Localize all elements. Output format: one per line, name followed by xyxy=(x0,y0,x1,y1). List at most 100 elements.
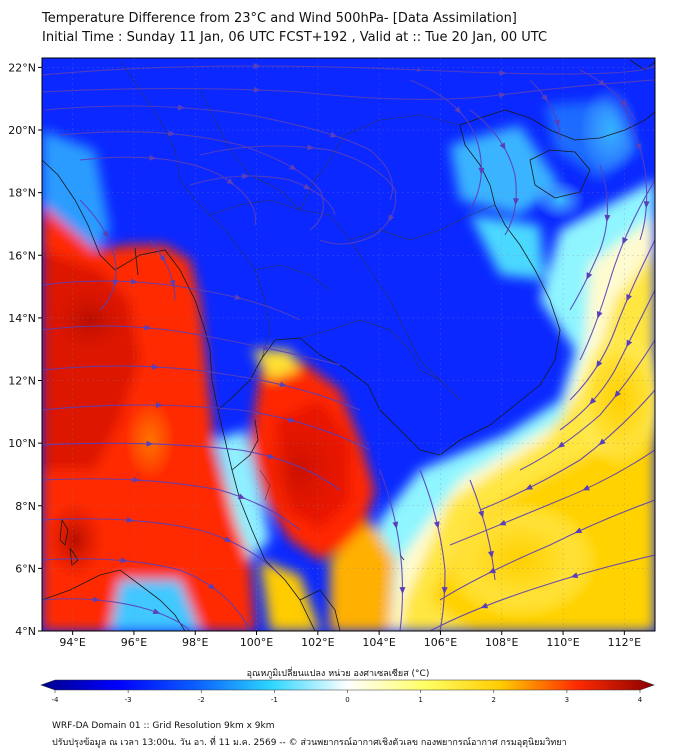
wind-arrow-head xyxy=(126,517,134,524)
colorbar-tick-label: -3 xyxy=(125,696,132,704)
wind-arrow-head xyxy=(242,173,250,180)
wind-arrow-head xyxy=(267,453,276,459)
colorbar-gradient xyxy=(40,679,655,691)
wind-arrow-head xyxy=(498,519,507,526)
wind-arrow-head xyxy=(208,582,216,590)
colorbar-tick-label: 0 xyxy=(345,696,349,704)
wind-arrow-head xyxy=(441,586,448,595)
colorbar-tick-label: -4 xyxy=(52,696,60,704)
lat-tick-label: 14°N xyxy=(8,312,36,325)
wind-arrow-head xyxy=(120,557,128,564)
wind-arrow-head xyxy=(159,254,166,263)
wind-arrow-head xyxy=(144,324,152,331)
wind-arrow-head xyxy=(620,99,628,108)
wind-arrow-head xyxy=(156,402,164,409)
wind-arrow-head xyxy=(226,178,234,185)
wind-arrow-head xyxy=(525,484,533,490)
lat-tick-label: 4°N xyxy=(15,625,36,638)
wind-arrow-head xyxy=(289,163,297,171)
lon-tick-label: 96°E xyxy=(121,636,147,649)
wind-arrow-head xyxy=(553,119,560,127)
latitude-axis: 22°N 20°N 18°N 16°N 14°N 12°N 10°N 8°N 6°N 4°N xyxy=(8,61,42,638)
map-frame xyxy=(41,57,656,632)
wind-arrow-head xyxy=(626,339,633,348)
wind-arrow-head xyxy=(541,94,548,102)
wind-arrow-head xyxy=(557,441,566,448)
longitude-axis: 94°E 96°E 98°E 100°E 102°E 104°E 106°E 108°E 110… xyxy=(59,631,641,649)
lon-tick-label: 102°E xyxy=(301,636,334,649)
wind-arrow-head xyxy=(303,183,311,190)
wind-streamlines xyxy=(42,64,655,631)
wind-arrow-head xyxy=(253,86,261,93)
wind-arrow-head xyxy=(586,272,593,280)
wind-arrow-head xyxy=(582,484,590,491)
colorbar-tick-label: 4 xyxy=(638,696,643,704)
wind-arrow-head xyxy=(224,536,232,542)
wind-arrow-head xyxy=(589,397,597,405)
colorbar-ticks: -4 -3 -2 -1 0 1 2 3 4 xyxy=(52,690,643,704)
lat-tick-label: 16°N xyxy=(8,249,36,262)
wind-arrow-head xyxy=(513,197,520,206)
wind-arrow-head xyxy=(478,510,484,519)
wind-arrow-head xyxy=(151,363,160,370)
country-borders xyxy=(119,59,496,501)
wind-arrow-head xyxy=(622,237,628,245)
wind-arrow-head xyxy=(498,92,507,99)
wind-arrow-head xyxy=(392,521,399,529)
colorbar-tick-label: 1 xyxy=(418,696,422,704)
lon-tick-label: 112°E xyxy=(608,636,641,649)
wind-arrow-head xyxy=(399,587,406,595)
wind-arrow-head xyxy=(480,602,489,609)
lat-tick-label: 18°N xyxy=(8,187,36,200)
map-title: Temperature Difference from 23°C and Win… xyxy=(42,11,517,26)
wind-arrow-head xyxy=(112,279,119,287)
wind-arrow-head xyxy=(626,293,632,302)
wind-arrow-head xyxy=(433,521,440,529)
wind-arrow-head xyxy=(132,476,141,483)
wind-arrow-head xyxy=(487,550,494,559)
wind-arrow-head xyxy=(234,294,242,301)
temperature-field xyxy=(42,58,655,631)
wind-arrow-head xyxy=(478,167,485,175)
wind-arrow-head xyxy=(604,214,611,222)
colorbar-tick-label: -1 xyxy=(271,696,278,704)
wind-arrow-head xyxy=(92,596,101,603)
wind-arrow-head xyxy=(149,154,157,161)
wind-arrow-head xyxy=(102,230,109,239)
lon-tick-label: 100°E xyxy=(240,636,273,649)
wind-arrow-head xyxy=(596,311,603,319)
wind-arrow-head xyxy=(488,567,497,574)
lat-tick-label: 20°N xyxy=(8,124,36,137)
lat-tick-label: 10°N xyxy=(8,437,36,450)
wind-arrow-head xyxy=(253,62,261,69)
colorbar: -4 -3 -2 -1 0 1 2 3 4 xyxy=(40,679,655,704)
lon-tick-label: 106°E xyxy=(424,636,457,649)
colorbar-tick-label: -2 xyxy=(198,696,205,704)
wind-arrow-head xyxy=(598,79,606,86)
wind-arrow-head xyxy=(237,493,246,500)
wind-arrow-head xyxy=(499,142,506,150)
wind-arrow-head xyxy=(570,572,579,579)
lon-tick-label: 108°E xyxy=(485,636,518,649)
lon-tick-label: 94°E xyxy=(59,636,85,649)
wind-arrow-head xyxy=(643,201,650,209)
colorbar-tick-label: 2 xyxy=(492,696,496,704)
wind-arrow-head xyxy=(262,344,271,351)
wind-arrow-head xyxy=(499,69,507,76)
wind-arrow-head xyxy=(635,143,642,151)
map-subtitle: Initial Time : Sunday 11 Jan, 06 UTC FCS… xyxy=(42,30,548,45)
wind-arrow-head xyxy=(596,360,603,368)
lon-tick-label: 98°E xyxy=(182,636,208,649)
colorbar-title: อุณหภูมิเปลี่ยนแปลง หน่วย องศาเซลเซียส (… xyxy=(246,669,430,679)
wind-arrow-head xyxy=(177,104,185,111)
lat-tick-label: 22°N xyxy=(8,61,36,74)
wind-arrow-head xyxy=(288,416,296,423)
lon-tick-label: 104°E xyxy=(362,636,395,649)
wind-arrow-head xyxy=(130,278,139,285)
map-gridlines xyxy=(42,58,655,631)
wind-arrows xyxy=(92,62,650,615)
wind-arrow-head xyxy=(614,390,621,398)
wind-arrow-head xyxy=(598,438,606,446)
coastlines xyxy=(42,59,655,631)
